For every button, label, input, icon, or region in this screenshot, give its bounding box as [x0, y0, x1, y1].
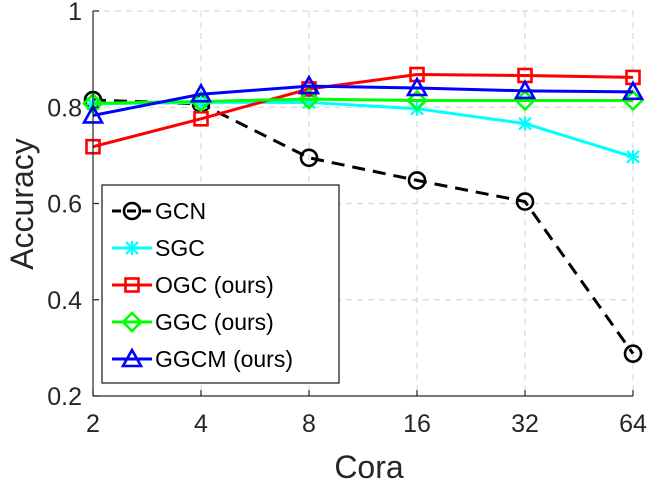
y-axis-label: Accuracy [4, 138, 40, 270]
data-point-gcn [623, 344, 643, 363]
series-line-ggc-ours [92, 97, 633, 105]
y-tick-label: 0.2 [47, 383, 82, 411]
data-point-gcn [299, 148, 319, 168]
data-point-ggcm-ours [513, 79, 537, 100]
legend-label-ggcm-ours: GGCM (ours) [155, 346, 293, 372]
data-point-ggcm-ours [405, 76, 429, 97]
legend-marker-ggc-ours [121, 311, 143, 333]
legend-marker-sgc [125, 241, 139, 255]
y-tick-label: 1 [68, 0, 82, 26]
series-line-ggcm-ours [92, 84, 634, 117]
legend-marker-ogc-ours [124, 277, 140, 293]
data-point-sgc [518, 116, 532, 131]
legend-label-ogc-ours: OGC (ours) [155, 272, 274, 298]
x-tick-label: 32 [511, 410, 539, 438]
legend: GCN SGC OGC (ours) GGC (ours) GGCM (ours) [101, 184, 340, 384]
y-tick-label: 0.6 [47, 191, 82, 219]
data-point-ggc-ours [298, 88, 320, 110]
y-tick-label: 0.4 [47, 287, 82, 315]
data-point-ggcm-ours [297, 74, 321, 95]
legend-label-gcn: GCN [155, 198, 206, 224]
legend-label-ggc-ours: GGC (ours) [155, 309, 274, 335]
series-line-ogc-ours [92, 73, 634, 149]
data-point-ggcm-ours [621, 80, 645, 101]
legend-marker-ggcm-ours [120, 347, 144, 368]
axes: 2 4 8 16 32 64 0.2 0.4 0.6 0.8 1 [47, 0, 647, 438]
legend-marker-gcn [122, 201, 142, 221]
series-line-sgc [92, 100, 634, 159]
x-tick-label: 8 [302, 410, 316, 438]
data-point-gcn [515, 192, 535, 211]
x-tick-label: 4 [194, 410, 208, 438]
data-point-ggc-ours [406, 89, 428, 112]
data-point-ggcm-ours [189, 82, 213, 103]
series-group [81, 66, 645, 363]
legend-label-sgc: SGC [155, 235, 205, 261]
x-axis-label: Cora [334, 449, 404, 485]
y-tick-label: 0.8 [47, 94, 82, 122]
data-point-gcn [407, 171, 427, 190]
x-tick-label: 64 [619, 410, 647, 438]
data-point-ggc-ours [622, 89, 644, 112]
x-tick-label: 16 [403, 410, 431, 438]
x-tick-label: 2 [86, 410, 100, 438]
data-point-sgc [626, 149, 640, 164]
